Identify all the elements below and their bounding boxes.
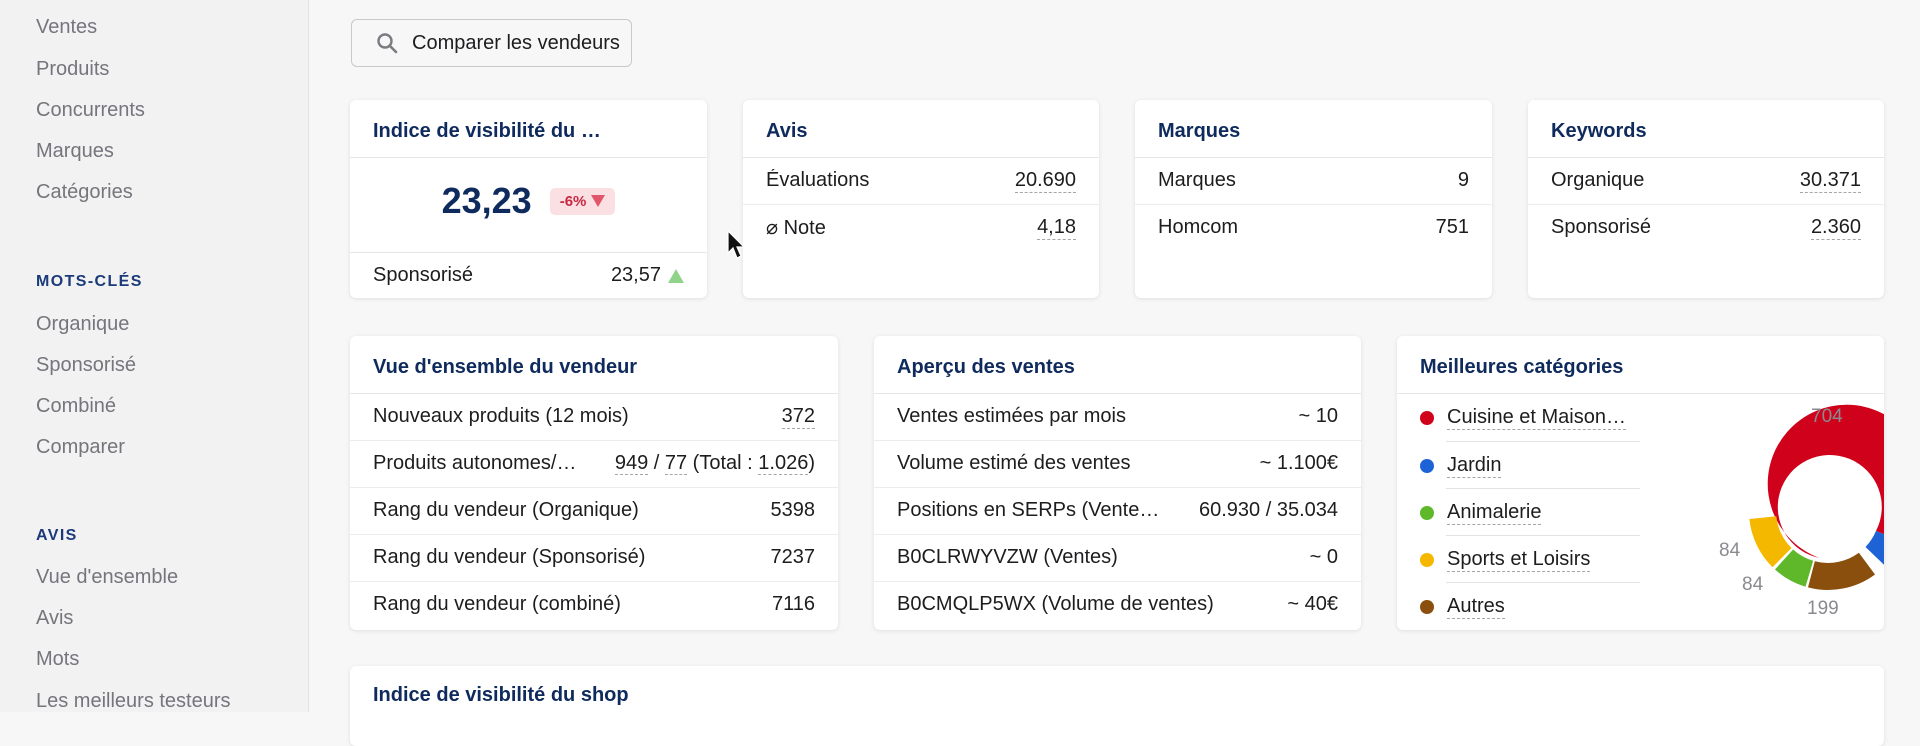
- sidebar-item-ventes[interactable]: Ventes: [36, 16, 98, 38]
- reviews-row-evaluations: Évaluations 20.690: [766, 168, 1076, 193]
- category-item[interactable]: Sports et Loisirs: [1420, 536, 1640, 583]
- donut-slice-jardin: [1865, 530, 1884, 565]
- sales-row-volume: Volume estimé des ventes ~ 1.100€: [897, 452, 1338, 474]
- category-item[interactable]: Jardin: [1420, 442, 1640, 489]
- category-color-dot: [1420, 505, 1434, 520]
- category-color-dot: [1420, 410, 1434, 425]
- top-categories-card: Meilleures catégories Cuisine et Maison……: [1397, 336, 1884, 630]
- category-color-dot: [1420, 552, 1434, 567]
- sidebar-item-mots[interactable]: Mots: [36, 648, 80, 670]
- shop-visibility-card: Indice de visibilité du shop: [350, 666, 1884, 746]
- sidebar-item-concurrents[interactable]: Concurrents: [36, 99, 145, 121]
- sidebar-item-produits[interactable]: Produits: [36, 58, 110, 80]
- sidebar-item-categories[interactable]: Catégories: [36, 181, 133, 203]
- mouse-cursor-icon: [727, 230, 746, 259]
- keywords-row-sponsored: Sponsorisé 2.360: [1551, 215, 1861, 240]
- category-item[interactable]: Autres: [1420, 583, 1640, 630]
- donut-slice-animalerie: [1775, 549, 1814, 587]
- reviews-card: Avis Évaluations 20.690 ⌀ Note 4,18: [743, 100, 1099, 298]
- keywords-row-organic: Organique 30.371: [1551, 168, 1861, 193]
- category-color-dot: [1420, 599, 1434, 614]
- visibility-value: 23,23: [441, 180, 532, 221]
- reviews-card-title[interactable]: Avis: [766, 120, 808, 142]
- sales-row-asin-volume: B0CMQLP5WX (Volume de ventes) ~ 40€: [897, 593, 1338, 615]
- donut-label-cuisine: 704: [1811, 406, 1843, 427]
- keywords-card-title[interactable]: Keywords: [1551, 120, 1647, 142]
- donut-slice-sports: [1749, 516, 1792, 568]
- sidebar-item-marques[interactable]: Marques: [36, 140, 114, 162]
- seller-row-rank-sponsored: Rang du vendeur (Sponsorisé) 7237: [373, 546, 815, 568]
- triangle-up-icon: [668, 268, 684, 283]
- donut-label-animalerie: 84: [1742, 574, 1764, 595]
- donut-slice-cuisine: [1767, 404, 1884, 558]
- donut-slice-autres: [1808, 552, 1875, 590]
- seller-row-autonomous-products: Produits autonomes/… 949 / 77 (Total : 1…: [373, 452, 815, 475]
- brands-card-title[interactable]: Marques: [1158, 120, 1241, 142]
- search-icon: [377, 33, 398, 54]
- reviews-row-rating: ⌀ Note 4,18: [766, 215, 1076, 240]
- seller-overview-title[interactable]: Vue d'ensemble du vendeur: [373, 356, 638, 378]
- visibility-sponsored-row: Sponsorisé 23,57: [373, 252, 684, 298]
- brands-card: Marques Marques 9 Homcom 751: [1135, 100, 1492, 298]
- sidebar-item-combine[interactable]: Combiné: [36, 395, 117, 417]
- sidebar-heading-keywords: MOTS-CLÉS: [36, 273, 143, 290]
- donut-label-autres: 199: [1807, 598, 1839, 619]
- sales-overview-card: Aperçu des ventes Ventes estimées par mo…: [874, 336, 1361, 630]
- sidebar-item-comparer[interactable]: Comparer: [36, 436, 125, 458]
- visibility-change-badge: -6%: [549, 187, 616, 215]
- category-item[interactable]: Cuisine et Maison…: [1420, 394, 1640, 441]
- brands-row-count: Marques 9: [1158, 169, 1469, 191]
- compare-sellers-button[interactable]: Comparer les vendeurs: [351, 19, 632, 67]
- compare-sellers-label: Comparer les vendeurs: [412, 31, 620, 54]
- seller-overview-card: Vue d'ensemble du vendeur Nouveaux produ…: [350, 336, 838, 630]
- sales-row-asin-sales: B0CLRWYVZW (Ventes) ~ 0: [897, 546, 1338, 568]
- category-color-dot: [1420, 458, 1434, 473]
- donut-label-sports: 84: [1719, 540, 1741, 561]
- seller-row-rank-organic: Rang du vendeur (Organique) 5398: [373, 499, 815, 521]
- keywords-card: Keywords Organique 30.371 Sponsorisé 2.3…: [1528, 100, 1884, 298]
- triangle-down-icon: [591, 195, 606, 207]
- sales-overview-title[interactable]: Aperçu des ventes: [897, 356, 1075, 378]
- brands-row-homcom: Homcom 751: [1158, 216, 1469, 238]
- visibility-index-card: Indice de visibilité du … 23,23 -6% Spon…: [350, 100, 707, 298]
- seller-row-new-products: Nouveaux produits (12 mois) 372: [373, 404, 815, 429]
- seller-row-rank-combined: Rang du vendeur (combiné) 7116: [373, 593, 815, 615]
- sales-row-monthly: Ventes estimées par mois ~ 10: [897, 405, 1338, 427]
- sidebar-item-avis[interactable]: Avis: [36, 607, 74, 629]
- visibility-card-title[interactable]: Indice de visibilité du …: [373, 120, 601, 142]
- category-item[interactable]: Animalerie: [1420, 489, 1640, 536]
- shop-visibility-title[interactable]: Indice de visibilité du shop: [373, 684, 629, 706]
- categories-donut-chart[interactable]: [1397, 336, 1884, 630]
- sidebar-item-sponsorise[interactable]: Sponsorisé: [36, 354, 137, 376]
- sidebar-heading-reviews: AVIS: [36, 527, 78, 544]
- sidebar-item-vue-ensemble[interactable]: Vue d'ensemble: [36, 566, 179, 588]
- sidebar-item-organique[interactable]: Organique: [36, 313, 130, 335]
- visibility-sponsored-value: 23,57: [610, 264, 661, 286]
- sales-row-serp-positions: Positions en SERPs (Ventes… 60.930 / 35.…: [897, 499, 1338, 521]
- sidebar-item-meilleurs-testeurs[interactable]: Les meilleurs testeurs: [36, 690, 231, 712]
- sidebar: Ventes Produits Concurrents Marques Caté…: [0, 0, 309, 712]
